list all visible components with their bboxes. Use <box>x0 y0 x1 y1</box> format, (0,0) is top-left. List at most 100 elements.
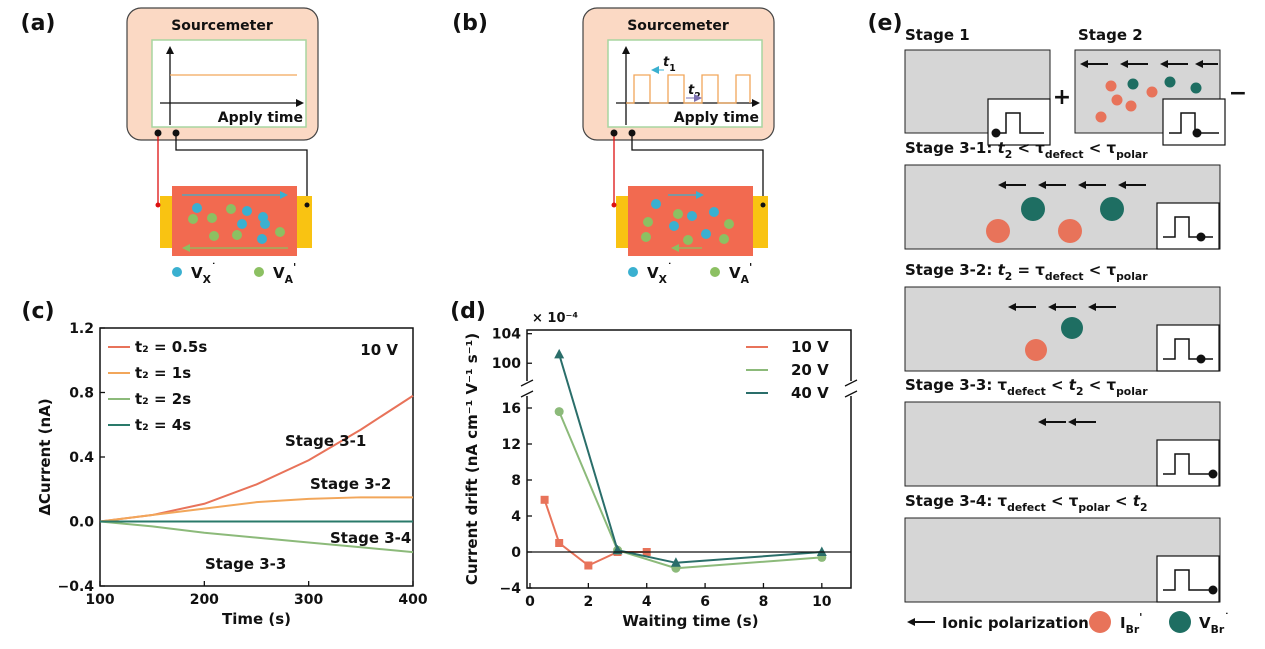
vacancy-x <box>260 219 270 229</box>
marker <box>555 539 564 547</box>
text-part: Stage 3-4: τ <box>905 492 1008 510</box>
ion <box>1061 317 1083 339</box>
legend-label: t₂ = 0.5s <box>135 338 207 356</box>
terminal <box>628 129 636 137</box>
annotation: Stage 3-1 <box>285 432 366 450</box>
x-tick-label: 400 <box>398 592 427 608</box>
text-part: t <box>1069 376 1077 394</box>
axis-break <box>520 379 534 387</box>
legend-label: VA' <box>273 261 296 286</box>
legend-label: Ionic polarization <box>942 614 1089 632</box>
x-tick-label: 200 <box>190 592 219 608</box>
arrow-head <box>1080 60 1088 68</box>
panel-label: (c) <box>21 299 54 324</box>
vacancy-a <box>188 214 198 224</box>
stage-heading: Stage 3-2: t2 = τdefect < τpolar <box>905 261 1148 283</box>
text-part: Stage 3-3: τ <box>905 376 1008 394</box>
terminal <box>154 129 162 137</box>
ion <box>1111 94 1123 106</box>
text-part: 2 <box>1140 501 1148 514</box>
vacancy-x <box>242 206 252 216</box>
contact <box>760 202 766 208</box>
text-part: V <box>729 264 741 282</box>
text-part: polar <box>1116 270 1148 283</box>
x-tick-label: 8 <box>759 594 769 610</box>
x-axis-label: Time (s) <box>222 610 291 628</box>
axis-break-gap <box>847 381 855 396</box>
arrow-head <box>1048 303 1056 311</box>
terminal <box>610 129 618 137</box>
panel-label: (a) <box>21 11 56 36</box>
text-part: 2 <box>1076 385 1084 398</box>
text-part: polar <box>1116 148 1148 161</box>
ion <box>986 219 1010 243</box>
vacancy-a <box>275 227 285 237</box>
text-part: V <box>273 264 285 282</box>
step <box>1163 216 1213 238</box>
legend-dot <box>710 267 720 277</box>
arrow-head <box>1118 181 1126 189</box>
marker <box>540 495 549 504</box>
vacancy-a <box>673 209 683 219</box>
panel-label: (e) <box>867 11 902 36</box>
ion <box>1125 100 1137 112</box>
ion <box>1100 197 1124 221</box>
sign: + <box>1053 85 1071 110</box>
axis-break <box>520 390 534 398</box>
vacancy-x <box>237 219 247 229</box>
step-dot <box>1196 354 1206 364</box>
text-part: < τ <box>1083 261 1116 279</box>
text-part: < τ <box>1083 139 1116 157</box>
axis-break <box>844 379 858 387</box>
legend-dot <box>628 267 638 277</box>
text-part: polar <box>1078 501 1110 514</box>
text-part: Stage 3-2: <box>905 261 998 279</box>
x-tick-label: 6 <box>700 594 710 610</box>
annotation: Stage 3-2 <box>310 475 391 493</box>
x-tick-label: 0 <box>525 594 535 610</box>
legend-label: VX˙ <box>191 261 216 286</box>
annotation: 10 V <box>360 341 398 359</box>
text-part: < <box>1046 376 1069 394</box>
text-part: V <box>1199 614 1211 632</box>
text-part: < τ <box>1083 376 1116 394</box>
vacancy-a <box>232 230 242 240</box>
ion <box>1127 78 1139 90</box>
legend-label: t₂ = 2s <box>135 390 191 408</box>
text-part: ˙ <box>211 261 216 274</box>
ion <box>1058 219 1082 243</box>
arrow-head <box>622 46 630 54</box>
series-line <box>558 411 822 570</box>
text-part: < τ <box>1046 492 1079 510</box>
arrow-head <box>280 191 288 199</box>
marker <box>670 557 681 567</box>
step-dot <box>1208 469 1218 479</box>
step <box>1163 338 1213 360</box>
text-part: V <box>647 264 659 282</box>
ion <box>1021 197 1045 221</box>
text-part: V <box>191 264 203 282</box>
x-tick-label: 300 <box>294 592 323 608</box>
text-part: 2 <box>1005 270 1013 283</box>
legend-label: 10 V <box>791 338 829 356</box>
sign: − <box>1229 81 1247 106</box>
wire <box>157 133 172 206</box>
legend-label: VBr˙ <box>1199 611 1230 636</box>
arrow-head <box>1068 418 1076 426</box>
text-part: defect <box>1045 148 1084 161</box>
text-part: t <box>663 55 670 70</box>
y-tick-label: 8 <box>511 473 521 489</box>
arrow-head <box>1078 181 1086 189</box>
legend-label: VA' <box>729 261 752 286</box>
ion <box>1146 86 1158 98</box>
x-tick-label: 10 <box>812 594 832 610</box>
plot-frame <box>526 329 852 589</box>
arrow-head <box>752 99 760 107</box>
y-tick-label: 0.8 <box>69 386 94 402</box>
contact <box>155 202 161 208</box>
legend-label: IBr' <box>1120 611 1142 636</box>
text-part: A <box>741 273 750 286</box>
arrow-head <box>1120 60 1128 68</box>
axis-break-gap <box>523 381 531 396</box>
